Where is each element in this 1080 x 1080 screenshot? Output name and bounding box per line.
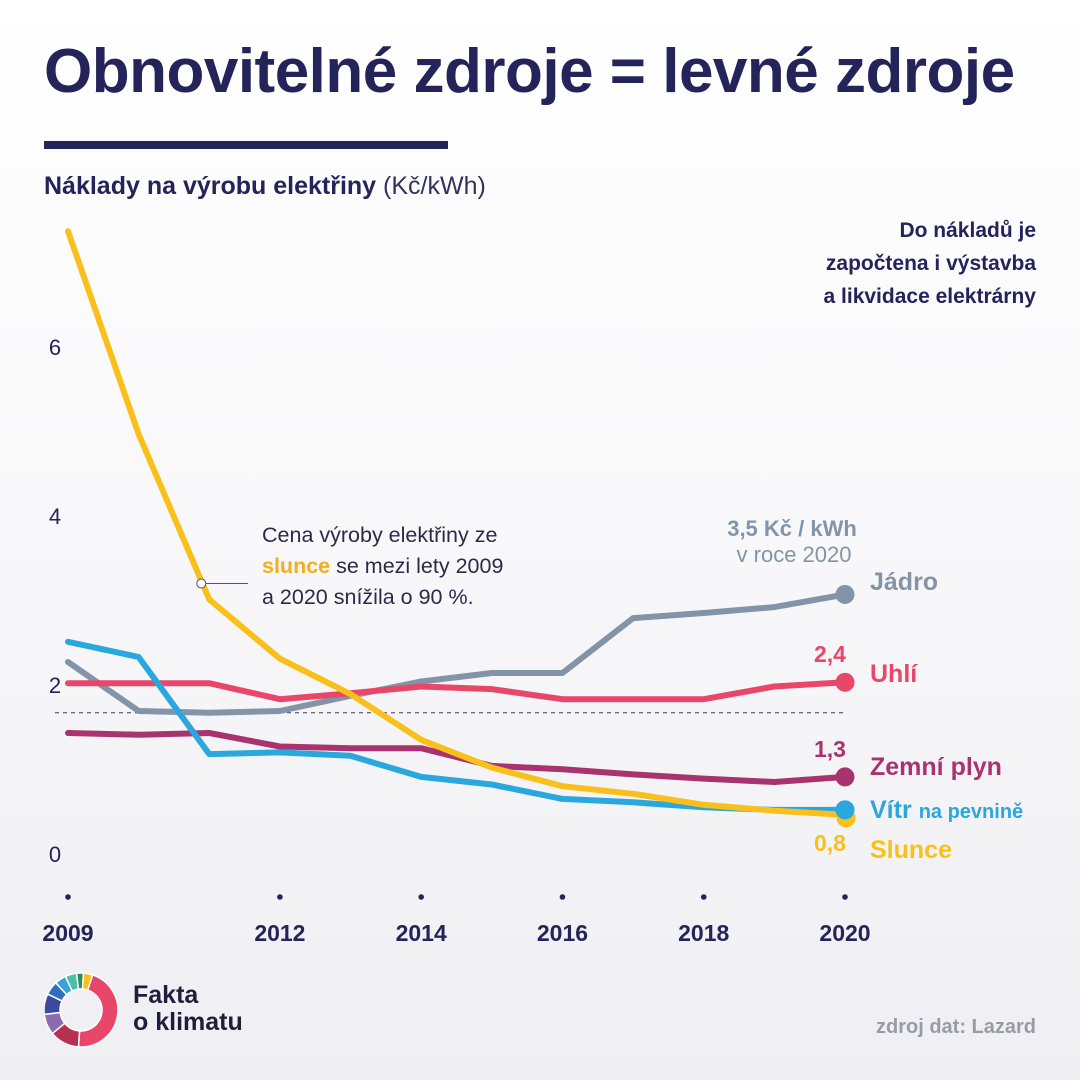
y-tick-label: 2 xyxy=(49,673,61,698)
x-tick-dot xyxy=(418,894,424,900)
nuclear-series-label: Jádro xyxy=(870,568,938,596)
y-tick-label: 6 xyxy=(49,335,61,360)
coal-end-value: 2,4 xyxy=(814,641,846,667)
x-tick-label: 2016 xyxy=(537,920,588,946)
wind-series-label: Vítr na pevnině xyxy=(870,796,1023,824)
x-tick-dot xyxy=(277,894,283,900)
nuclear-callout-value: 3,5 Kč / kWh xyxy=(727,516,857,541)
brand-line: Fakta xyxy=(133,982,243,1009)
annotation-rest: se mezi lety 2009 xyxy=(330,554,503,578)
wind-end-marker-top xyxy=(836,800,855,819)
x-tick-label: 2009 xyxy=(42,920,93,946)
gas-end-value: 1,3 xyxy=(814,736,846,762)
x-tick-label: 2018 xyxy=(678,920,729,946)
wind-line xyxy=(68,642,845,810)
solar-end-value: 0,8 xyxy=(814,830,846,856)
x-tick-dot xyxy=(560,894,566,900)
annotation-leader-dot xyxy=(197,579,206,588)
x-tick-label: 2014 xyxy=(396,920,447,946)
gas-end-marker xyxy=(836,767,855,786)
y-tick-label: 4 xyxy=(49,504,61,529)
x-tick-label: 2012 xyxy=(254,920,305,946)
nuclear-callout-year: v roce 2020 xyxy=(737,542,852,567)
gas-line xyxy=(68,733,845,782)
solar-annotation: Cena výroby elektřiny ze slunce se mezi … xyxy=(262,520,592,613)
annotation-line: a 2020 snížila o 90 %. xyxy=(262,582,592,613)
annotation-line: slunce se mezi lety 2009 xyxy=(262,551,592,582)
x-tick-dot xyxy=(65,894,71,900)
annotation-line: Cena výroby elektřiny ze xyxy=(262,520,592,551)
x-tick-dot xyxy=(842,894,848,900)
coal-end-marker xyxy=(836,673,855,692)
nuclear-end-marker xyxy=(836,585,855,604)
annotation-highlight: slunce xyxy=(262,554,330,578)
brand-name: Fakta o klimatu xyxy=(133,982,243,1036)
solar-series-label: Slunce xyxy=(870,836,952,864)
wind-series-label-suffix: na pevnině xyxy=(919,801,1023,823)
y-tick-label: 0 xyxy=(49,842,61,867)
x-tick-label: 2020 xyxy=(819,920,870,946)
brand-line: o klimatu xyxy=(133,1009,243,1036)
coal-line xyxy=(68,682,845,699)
x-tick-dot xyxy=(701,894,707,900)
coal-series-label: Uhlí xyxy=(870,660,918,688)
gas-series-label: Zemní plyn xyxy=(870,753,1002,781)
data-source: zdroj dat: Lazard xyxy=(876,1016,1036,1039)
